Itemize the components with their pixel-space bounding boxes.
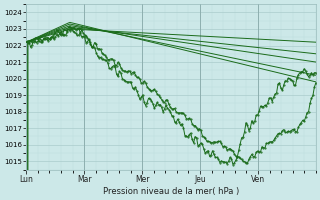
X-axis label: Pression niveau de la mer( hPa ): Pression niveau de la mer( hPa ) [103, 187, 239, 196]
